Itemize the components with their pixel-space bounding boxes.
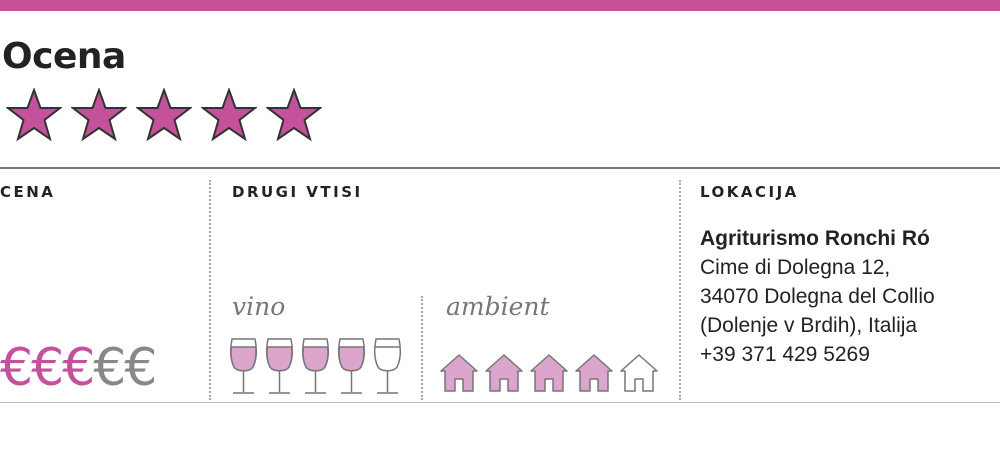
star-icon bbox=[136, 88, 192, 142]
wine-glass-icon bbox=[373, 338, 402, 394]
wine-glass-icon bbox=[301, 338, 330, 394]
house-icon bbox=[575, 354, 613, 392]
star-icon bbox=[201, 88, 257, 142]
ambience-label: ambient bbox=[446, 292, 550, 321]
house-icon bbox=[620, 354, 658, 392]
divider-bottom bbox=[0, 402, 1000, 403]
star-icon bbox=[6, 88, 62, 142]
euro-icon: € bbox=[31, 338, 64, 398]
address-line: 34070 Dolegna del Collio bbox=[700, 285, 935, 308]
column-divider bbox=[209, 180, 211, 400]
euro-icon: € bbox=[124, 338, 157, 398]
impressions-header: DRUGI VTISI bbox=[232, 183, 363, 201]
ambience-rating bbox=[440, 353, 658, 393]
house-icon bbox=[440, 354, 478, 392]
price-rating: €€€€€ bbox=[0, 338, 157, 398]
euro-icon: € bbox=[62, 338, 95, 398]
rating-title: Ocena bbox=[2, 36, 126, 77]
divider-top bbox=[0, 167, 1000, 169]
house-icon bbox=[530, 354, 568, 392]
star-icon bbox=[71, 88, 127, 142]
wine-glass-icon bbox=[337, 338, 366, 394]
house-icon bbox=[485, 354, 523, 392]
wine-rating bbox=[229, 337, 402, 395]
phone-number: +39 371 429 5269 bbox=[700, 343, 870, 366]
accent-bar bbox=[0, 0, 1000, 11]
address-line: Cime di Dolegna 12, bbox=[700, 256, 891, 279]
address-line: (Dolenje v Brdih), Italija bbox=[700, 314, 918, 337]
wine-label: vino bbox=[232, 292, 286, 321]
wine-glass-icon bbox=[265, 338, 294, 394]
wine-glass-icon bbox=[229, 338, 258, 394]
euro-icon: € bbox=[93, 338, 126, 398]
euro-icon: € bbox=[0, 338, 33, 398]
star-icon bbox=[266, 88, 322, 142]
location-header: LOKACIJA bbox=[700, 183, 799, 201]
location-name: Agriturismo Ronchi Ró bbox=[700, 227, 930, 250]
column-divider bbox=[421, 296, 423, 400]
column-divider bbox=[679, 180, 681, 400]
price-header: CENA bbox=[0, 183, 56, 201]
location-info: Agriturismo Ronchi Ró Cime di Dolegna 12… bbox=[700, 224, 935, 369]
star-rating bbox=[6, 88, 322, 142]
